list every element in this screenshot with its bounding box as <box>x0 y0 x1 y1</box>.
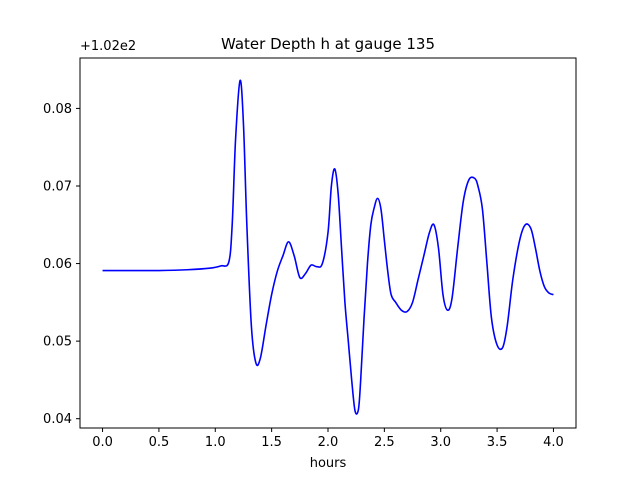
x-axis-ticks: 0.0 0.5 1.0 1.5 2.0 2.5 3.0 3.5 4.0 <box>92 428 564 450</box>
y-tick-label: 0.05 <box>43 335 72 350</box>
y-tick-label: 0.08 <box>43 102 72 117</box>
x-tick-label: 3.5 <box>487 435 508 450</box>
x-tick-label: 2.0 <box>318 435 339 450</box>
chart-title: Water Depth h at gauge 135 <box>221 35 435 53</box>
x-axis-label: hours <box>310 456 347 471</box>
x-tick-label: 0.0 <box>92 435 113 450</box>
y-tick-label: 0.04 <box>43 412 72 427</box>
y-tick-label: 0.07 <box>43 179 72 194</box>
series-line <box>102 79 554 415</box>
x-tick-label: 2.5 <box>374 435 395 450</box>
x-tick-label: 3.0 <box>430 435 451 450</box>
plot-frame <box>79 57 577 429</box>
x-tick-label: 4.0 <box>543 435 564 450</box>
y-axis-offset-label: +1.02e2 <box>80 39 136 54</box>
y-axis-ticks: 0.04 0.05 0.06 0.07 0.08 <box>43 102 80 427</box>
x-tick-label: 0.5 <box>149 435 170 450</box>
x-tick-label: 1.5 <box>261 435 282 450</box>
y-tick-label: 0.06 <box>43 257 72 272</box>
x-tick-label: 1.0 <box>205 435 226 450</box>
